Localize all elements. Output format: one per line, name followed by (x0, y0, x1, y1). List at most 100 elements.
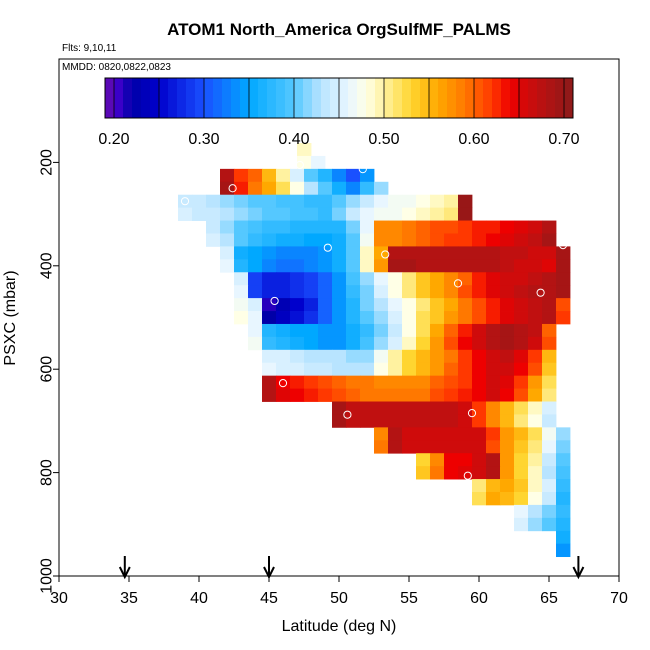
heatmap-cell (374, 233, 389, 247)
heatmap-cell (402, 401, 417, 415)
heatmap-cell (276, 272, 291, 286)
heatmap-cell (430, 466, 445, 480)
heatmap-cell (388, 220, 403, 234)
heatmap-cell (514, 311, 529, 325)
heatmap-cell (542, 259, 557, 273)
colorbar-segment (321, 78, 331, 118)
heatmap-cell (346, 401, 361, 415)
heatmap-cell (500, 362, 515, 377)
heatmap-cell (472, 388, 487, 402)
heatmap-cell (500, 388, 515, 402)
heatmap-cell (304, 246, 319, 260)
heatmap-cell (318, 336, 333, 351)
heatmap-cell (402, 259, 417, 273)
heatmap-cell (486, 323, 501, 338)
colorbar-segment (366, 78, 376, 118)
heatmap-cell (304, 323, 319, 338)
heatmap-cell (528, 453, 543, 467)
heatmap-cell (402, 272, 417, 286)
heatmap-cell (290, 233, 305, 247)
heatmap-cell (514, 479, 529, 493)
heatmap-cell (514, 233, 529, 247)
heatmap-cell (388, 285, 403, 299)
heatmap-cell (514, 349, 529, 364)
heatmap-cell (514, 504, 529, 519)
heatmap-cell (542, 285, 557, 299)
heatmap-cell (430, 401, 445, 415)
heatmap-cell (360, 388, 375, 402)
heatmap-cell (318, 375, 333, 389)
heatmap-cell (360, 336, 375, 351)
heatmap-cell (332, 181, 347, 196)
heatmap-cell (290, 336, 305, 351)
heatmap-cell (528, 298, 543, 312)
heatmap-cell (416, 246, 431, 260)
heatmap-cell (444, 272, 459, 286)
heatmap-cell (262, 168, 277, 183)
heatmap-cell (542, 440, 557, 454)
heatmap-cell (220, 207, 235, 221)
heatmap-cell (178, 207, 193, 221)
heatmap-cell (360, 414, 375, 428)
heatmap-cell (542, 388, 557, 402)
heatmap-cell (500, 466, 515, 480)
colorbar-segment (465, 78, 475, 118)
heatmap-cell (388, 388, 403, 402)
heatmap-cell (528, 388, 543, 402)
heatmap-cell (430, 388, 445, 402)
heatmap-cell (486, 401, 501, 415)
heatmap-cell (374, 349, 389, 364)
colorbar-segment (348, 78, 358, 118)
heatmap-cell (276, 336, 291, 351)
heatmap-cell (374, 298, 389, 312)
heatmap-cell (402, 375, 417, 389)
colorbar (104, 77, 574, 119)
heatmap-cell (416, 427, 431, 441)
heatmap-cell (430, 336, 445, 351)
heatmap-cell (556, 504, 571, 519)
heatmap-cell (304, 194, 319, 209)
heatmap-cell (514, 375, 529, 389)
heatmap-cell (248, 181, 263, 196)
heatmap-cell (556, 491, 571, 506)
latitude-arrows (118, 556, 585, 580)
heatmap-cell (458, 285, 473, 299)
heatmap-cell (416, 323, 431, 338)
heatmap-cell (556, 466, 571, 480)
heatmap-cell (262, 311, 277, 325)
heatmap-cell (248, 168, 263, 183)
heatmap-cell (220, 194, 235, 209)
heatmap-cell (556, 453, 571, 467)
chart-title: ATOM1 North_America OrgSulfMF_PALMS (167, 20, 511, 39)
heatmap-cell (248, 207, 263, 221)
sample-marker (467, 409, 477, 418)
heatmap-cell (430, 194, 445, 209)
heatmap-cell (220, 246, 235, 260)
heatmap-cell (430, 220, 445, 234)
heatmap-cell (262, 298, 277, 312)
heatmap-cell (542, 491, 557, 506)
heatmap-cell (346, 207, 361, 221)
heatmap-cell (542, 336, 557, 351)
heatmap-cell (514, 401, 529, 415)
colorbar-segment (402, 78, 412, 118)
colorbar-segment (537, 78, 547, 118)
heatmap-cell (416, 220, 431, 234)
heatmap-cell (248, 311, 263, 325)
heatmap-cell (444, 388, 459, 402)
colorbar-segment (564, 78, 574, 118)
colorbar-segment (231, 78, 241, 118)
colorbar-tick-label: 0.40 (278, 131, 309, 148)
heatmap-cell (458, 298, 473, 312)
heatmap-cell (346, 311, 361, 325)
heatmap-cell (472, 272, 487, 286)
heatmap-cell (332, 272, 347, 286)
colorbar-segment (285, 78, 295, 118)
colorbar-tick-label: 0.20 (98, 131, 129, 148)
heatmap-cell (192, 207, 207, 221)
heatmap-cell (304, 272, 319, 286)
heatmap-cell (290, 259, 305, 273)
heatmap-cell (430, 414, 445, 428)
heatmap-cell (346, 168, 361, 183)
heatmap-cell (402, 323, 417, 338)
